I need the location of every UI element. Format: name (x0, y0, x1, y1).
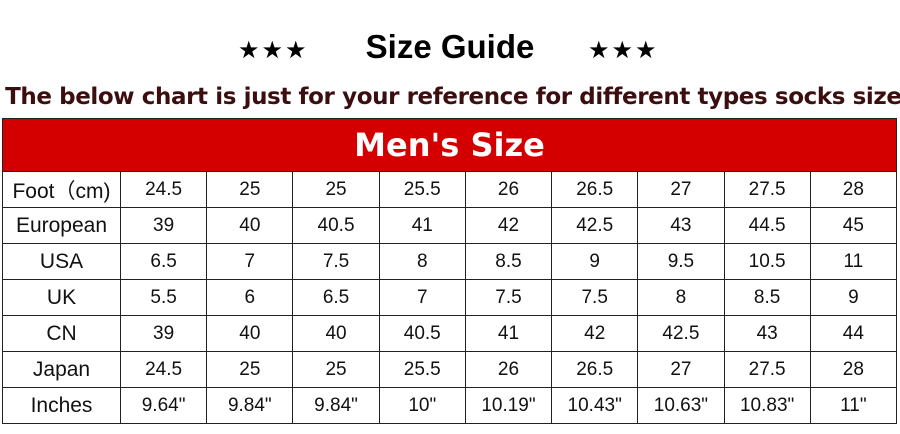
subtitle: The below chart is just for your referen… (5, 84, 900, 110)
table-cell: 39 (119, 315, 208, 352)
table-row: Inches 9.64" 9.84" 9.84" 10" 10.19" 10.43" 10.6… (2, 387, 898, 424)
row-label: UK (2, 279, 121, 316)
table-cell: 40.5 (378, 315, 466, 352)
table-cell: 26 (464, 171, 553, 208)
table-cell: 9 (809, 279, 898, 316)
table-cell: 26.5 (551, 351, 639, 388)
table-cell: 6.5 (292, 279, 380, 316)
row-label: European (2, 207, 121, 244)
table-row: CN 39 40 40 40.5 41 42 42.5 43 44 (2, 315, 898, 352)
table-cell: 10.43" (551, 387, 639, 424)
table-cell: 44.5 (723, 207, 811, 244)
table-cell: 11 (809, 243, 898, 280)
table-cell: 9.5 (637, 243, 725, 280)
table-cell: 6.5 (119, 243, 208, 280)
table-cell: 42.5 (551, 207, 639, 244)
page-title: Size Guide (365, 28, 535, 65)
table-row: Japan 24.5 25 25 25.5 26 26.5 27 27.5 28 (2, 351, 898, 388)
table-cell: 7.5 (464, 279, 553, 316)
row-label: Japan (2, 351, 121, 388)
table-cell: 43 (723, 315, 811, 352)
table-cell: 40 (292, 315, 380, 352)
table-cell: 25 (292, 351, 380, 388)
table-cell: 39 (119, 207, 208, 244)
table-cell: 10.63" (637, 387, 725, 424)
stars-left-icon: ★★★ (238, 37, 309, 64)
table-row: European 39 40 40.5 41 42 42.5 43 44.5 45 (2, 207, 898, 244)
table-cell: 27.5 (723, 351, 811, 388)
table-cell: 10.83" (723, 387, 811, 424)
size-table: Men's Size Foot（cm) 24.5 25 25 25.5 26 26.5 27 2… (2, 118, 898, 424)
table-cell: 25 (206, 351, 294, 388)
table-cell: 43 (637, 207, 725, 244)
table-cell: 42 (464, 207, 553, 244)
table-cell: 42.5 (637, 315, 725, 352)
table-cell: 40.5 (292, 207, 380, 244)
table-cell: 6 (206, 279, 294, 316)
table-cell: 7.5 (551, 279, 639, 316)
table-cell: 40 (206, 207, 294, 244)
row-label: USA (2, 243, 121, 280)
table-cell: 7.5 (292, 243, 380, 280)
table-cell: 28 (809, 351, 898, 388)
table-title: Men's Size (2, 118, 897, 172)
table-cell: 8 (637, 279, 725, 316)
table-cell: 44 (809, 315, 898, 352)
table-cell: 27 (637, 351, 725, 388)
table-cell: 45 (809, 207, 898, 244)
table-cell: 10.5 (723, 243, 811, 280)
table-cell: 9.64" (119, 387, 208, 424)
row-label: CN (2, 315, 121, 352)
table-cell: 8 (378, 243, 466, 280)
table-cell: 27.5 (723, 171, 811, 208)
table-cell: 25.5 (378, 351, 466, 388)
table-cell: 27 (637, 171, 725, 208)
table-cell: 42 (551, 315, 639, 352)
table-cell: 25 (206, 171, 294, 208)
stars-right-icon: ★★★ (588, 37, 659, 64)
table-row: UK 5.5 6 6.5 7 7.5 7.5 8 8.5 9 (2, 279, 898, 316)
table-cell: 41 (464, 315, 553, 352)
table-cell: 7 (206, 243, 294, 280)
table-cell: 28 (809, 171, 898, 208)
table-cell: 10.19" (464, 387, 553, 424)
table-cell: 5.5 (119, 279, 208, 316)
row-label: Foot（cm) (2, 171, 121, 208)
table-cell: 9.84" (292, 387, 380, 424)
table-cell: 11" (809, 387, 898, 424)
table-cell: 10" (378, 387, 466, 424)
table-cell: 26 (464, 351, 553, 388)
table-cell: 25.5 (378, 171, 466, 208)
table-row: USA 6.5 7 7.5 8 8.5 9 9.5 10.5 11 (2, 243, 898, 280)
table-row: Foot（cm) 24.5 25 25 25.5 26 26.5 27 27.5 28 (2, 171, 898, 208)
table-cell: 9.84" (206, 387, 294, 424)
row-label: Inches (2, 387, 121, 424)
table-cell: 26.5 (551, 171, 639, 208)
table-cell: 8.5 (464, 243, 553, 280)
table-cell: 7 (378, 279, 466, 316)
table-cell: 24.5 (119, 171, 208, 208)
table-cell: 24.5 (119, 351, 208, 388)
table-cell: 8.5 (723, 279, 811, 316)
table-cell: 40 (206, 315, 294, 352)
table-cell: 9 (551, 243, 639, 280)
table-cell: 41 (378, 207, 466, 244)
table-cell: 25 (292, 171, 380, 208)
